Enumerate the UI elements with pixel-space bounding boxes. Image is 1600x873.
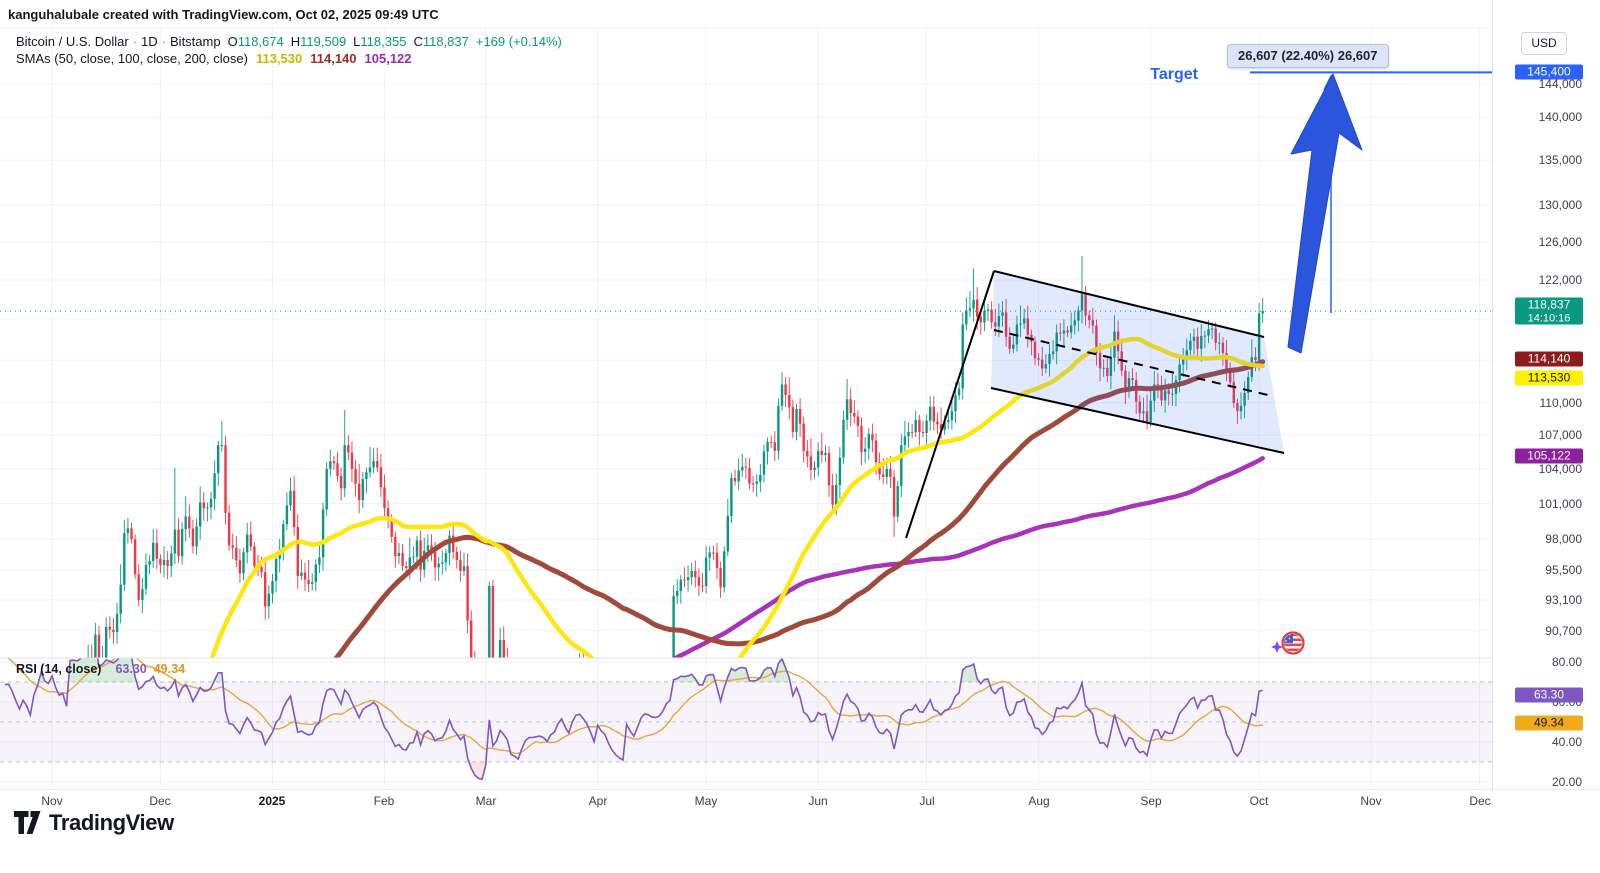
- axis-tick: 104,000: [1538, 462, 1582, 476]
- channel-drawing[interactable]: [905, 270, 1285, 539]
- axis-tick: 98,000: [1545, 532, 1582, 546]
- ohlc-values: O118,674 H119,509 L118,355 C118,837: [221, 34, 469, 49]
- rsi-legend-row[interactable]: RSI (14, close) 63.30 49.34: [16, 662, 185, 676]
- attribution-text: kanguhalubale created with TradingView.c…: [8, 7, 439, 22]
- interval-label[interactable]: 1D: [141, 34, 158, 49]
- axis-tick: 90,700: [1545, 624, 1582, 638]
- axis-tick: 126,000: [1538, 235, 1582, 249]
- axis-tick: 135,000: [1538, 153, 1582, 167]
- time-axis-label: Oct: [1249, 794, 1269, 808]
- ohlc-letter: L: [353, 34, 361, 49]
- axis-price-label: 63.30: [1515, 687, 1583, 703]
- legend-separator: ·: [132, 34, 138, 49]
- axis-tick: 122,000: [1538, 273, 1582, 287]
- rsi-legend-value: 63.30: [115, 662, 147, 676]
- time-axis-label: Dec: [1469, 794, 1491, 808]
- tradingview-logo-text: TradingView: [49, 810, 174, 835]
- time-axis-label: Feb: [373, 794, 395, 808]
- time-axis-label: Jul: [919, 794, 935, 808]
- rsi-values: 63.30 49.34: [108, 662, 185, 676]
- axis-tick: 110,000: [1539, 396, 1583, 410]
- sma-legend-value: 114,140: [310, 51, 357, 66]
- sma-50-line: [209, 336, 1265, 658]
- flag-sticker[interactable]: [1271, 631, 1305, 655]
- time-axis-label: May: [694, 794, 718, 808]
- time-axis-label: Dec: [149, 794, 171, 808]
- exchange-label: Bitstamp: [170, 34, 221, 49]
- time-axis-label: 2025: [258, 794, 286, 808]
- sma-legend-title: SMAs (50, close, 100, close, 200, close): [16, 51, 248, 66]
- time-axis-label: Apr: [588, 794, 608, 808]
- arrow-drawing[interactable]: [1287, 73, 1363, 354]
- rsi-ma-line: [6, 658, 1263, 755]
- axis-tick: 40.00: [1551, 735, 1582, 749]
- axis-tick: 130,000: [1538, 198, 1582, 212]
- countdown-timer: 14:10:16: [1527, 312, 1571, 325]
- axis-price-label: 49.34: [1515, 715, 1583, 731]
- axis-price-label: 113,530: [1515, 370, 1583, 386]
- axis-tick: 93,100: [1545, 593, 1582, 607]
- axis-price-label: 105,122: [1515, 448, 1583, 464]
- ohlc-value: 119,509: [300, 34, 347, 49]
- axis-tick: 144,000: [1538, 77, 1582, 91]
- ohlc-letter: H: [290, 34, 301, 49]
- legend-separator: ·: [161, 34, 167, 49]
- ohlc-value: 118,674: [237, 34, 284, 49]
- axis-price-label: 118,837 14:10:16: [1515, 297, 1583, 325]
- axis-price-label: 145,400: [1515, 64, 1583, 80]
- axis-price-label: 114,140: [1515, 351, 1583, 367]
- symbol-title[interactable]: Bitcoin / U.S. Dollar: [16, 34, 129, 49]
- axis-tick: 80.00: [1551, 655, 1582, 669]
- tradingview-logo[interactable]: TradingView: [14, 810, 174, 836]
- price-axis-panel[interactable]: USD 144,000 140,000 135,000 130,000 126,000 1…: [1492, 0, 1600, 812]
- axis-tick: 101,000: [1538, 497, 1582, 511]
- symbol-legend-row[interactable]: Bitcoin / U.S. Dollar · 1D · Bitstamp O118,67…: [16, 34, 562, 49]
- ohlc-value: 118,355: [360, 34, 407, 49]
- time-axis-label: Jun: [808, 794, 828, 808]
- sma-legend-value: 105,122: [364, 51, 412, 66]
- axis-tick: 20.00: [1551, 775, 1582, 789]
- sma-legend-row[interactable]: SMAs (50, close, 100, close, 200, close)…: [16, 51, 412, 66]
- time-axis-label: Nov: [1360, 794, 1382, 808]
- ohlc-letter: C: [413, 34, 423, 49]
- time-axis-label: Aug: [1028, 794, 1050, 808]
- sma-200-line: [671, 456, 1265, 658]
- ohlc-letter: O: [227, 34, 238, 49]
- sma-legend-value: 113,530: [255, 51, 303, 66]
- pane-separators: [0, 27, 1600, 659]
- time-axis-label: Mar: [475, 794, 497, 808]
- time-axis[interactable]: Nov Dec 2025 Feb Mar Apr May Jun Jul Aug Sep Oct Nov…: [0, 789, 1600, 814]
- measure-tooltip: 26,607 (22.40%) 26,607: [1227, 44, 1389, 68]
- rsi-legend-value: 49.34: [153, 662, 186, 676]
- ohlc-value: 118,837: [422, 34, 469, 49]
- sma-100-line: [333, 359, 1266, 658]
- sma-values: 113,530 114,140 105,122: [248, 51, 412, 66]
- rsi-lines: [4, 658, 1263, 781]
- rsi-legend-title: RSI (14, close): [16, 662, 102, 676]
- time-axis-label: Nov: [41, 794, 63, 808]
- time-axis-label: Sep: [1140, 794, 1162, 808]
- axis-tick: 107,000: [1538, 428, 1582, 442]
- change-value: +169 (+0.14%): [475, 34, 562, 49]
- tradingview-logo-icon: [14, 811, 41, 834]
- axis-tick: 140,000: [1538, 110, 1582, 124]
- sma-lines: [209, 336, 1266, 658]
- axis-tick: 95,500: [1545, 563, 1582, 577]
- target-text-label[interactable]: Target: [1150, 66, 1198, 83]
- rsi-line: [4, 658, 1263, 781]
- currency-unit-button[interactable]: USD: [1521, 32, 1567, 55]
